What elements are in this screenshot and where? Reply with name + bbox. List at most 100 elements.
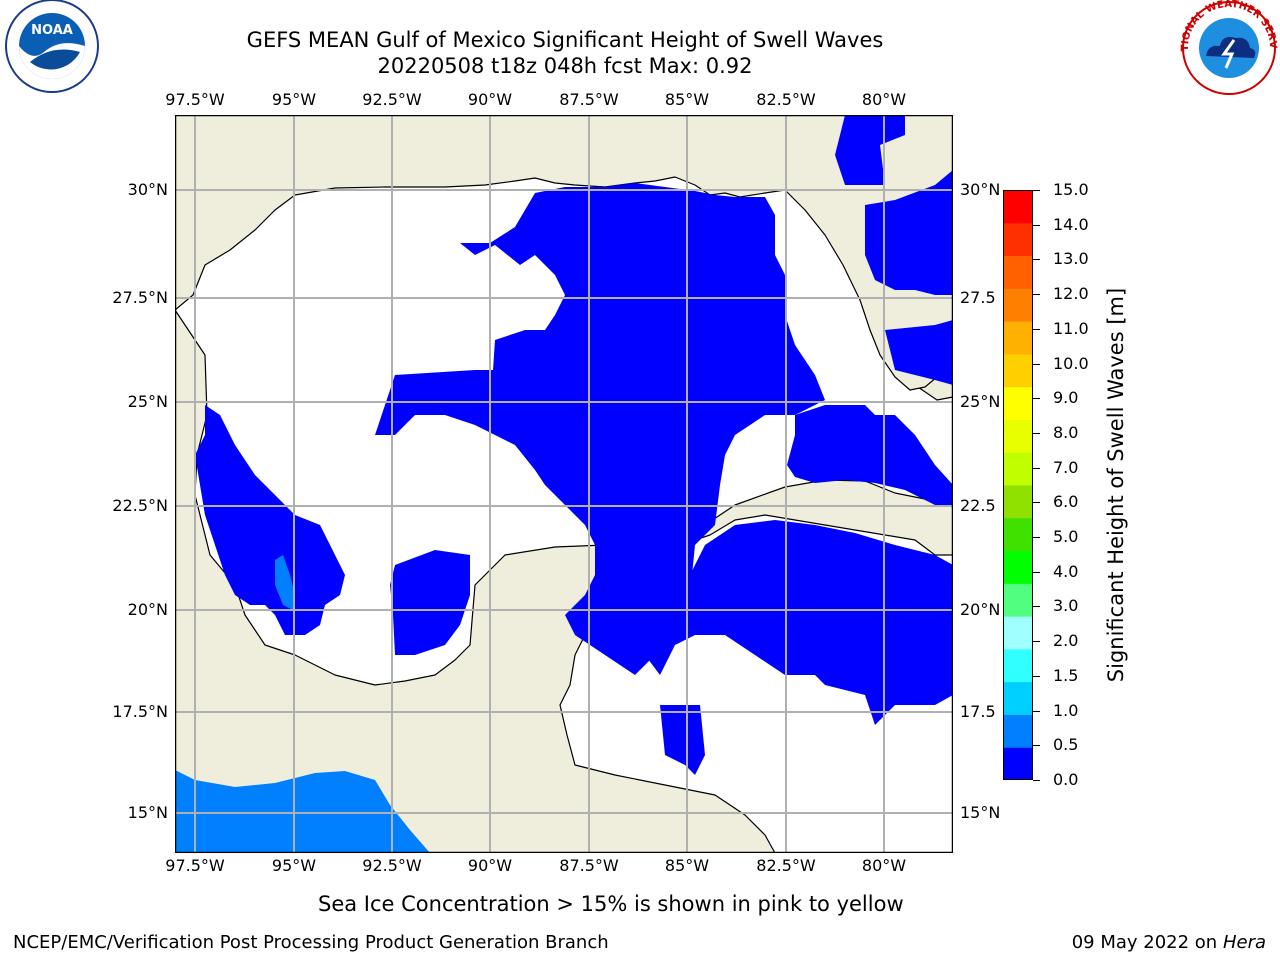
lon-label-top: 95°W	[271, 90, 317, 109]
colorbar-tick-label: 10.0	[1053, 353, 1089, 373]
swell-region-florida-straits	[787, 405, 953, 505]
colorbar-tick-label: 0.5	[1053, 735, 1079, 755]
lat-label-right: 15°N	[960, 803, 1001, 822]
lon-label-bottom: 92.5°W	[362, 856, 422, 875]
colorbar-tick-label: 3.0	[1053, 596, 1079, 616]
colorbar-tick-label: 14.0	[1053, 214, 1089, 234]
map-panel[interactable]	[175, 115, 953, 853]
colorbar-band	[1003, 255, 1033, 289]
land-north-coast	[175, 115, 953, 391]
colorbar-tick-mark	[1033, 224, 1040, 226]
colorbar-tick-label: 8.0	[1053, 422, 1079, 442]
lat-label-left: 17.5°N	[112, 702, 168, 721]
colorbar-tick-mark	[1033, 571, 1040, 573]
colorbar-tick-label: 4.0	[1053, 561, 1079, 581]
lon-label-bottom: 85°W	[664, 856, 710, 875]
lon-label-bottom: 97.5°W	[165, 856, 225, 875]
colorbar-band	[1003, 616, 1033, 650]
colorbar-tick-label: 13.0	[1053, 249, 1089, 269]
colorbar-tick-label: 7.0	[1053, 457, 1079, 477]
lat-label-left: 15°N	[127, 803, 168, 822]
colorbar-tick-label: 11.0	[1053, 318, 1089, 338]
colorbar-tick-mark	[1033, 294, 1040, 296]
lon-label-bottom: 87.5°W	[559, 856, 619, 875]
footer-credit: NCEP/EMC/Verification Post Processing Pr…	[13, 932, 609, 953]
map-border	[175, 115, 953, 853]
lon-label-top: 97.5°W	[165, 90, 225, 109]
swell-region-florida-east	[835, 115, 905, 185]
colorbar-band	[1003, 386, 1033, 420]
colorbar-tick-mark	[1033, 363, 1040, 365]
colorbar-tick-mark	[1033, 641, 1040, 643]
lat-label-right: 27.5	[960, 288, 996, 307]
colorbar-tick-mark	[1033, 432, 1040, 434]
colorbar-tick-mark	[1033, 502, 1040, 504]
swell-region-caribbean	[590, 520, 953, 725]
colorbar-tick-mark	[1033, 780, 1040, 781]
lon-label-top: 82.5°W	[756, 90, 816, 109]
map-gridlines	[175, 115, 953, 853]
colorbar-tick-label: 5.0	[1053, 527, 1079, 547]
lon-label-top: 80°W	[861, 90, 907, 109]
lat-label-right: 22.5	[960, 496, 996, 515]
colorbar-tick-mark	[1033, 606, 1040, 608]
lon-label-top: 92.5°W	[362, 90, 422, 109]
colorbar-band	[1003, 485, 1033, 519]
colorbar	[1003, 190, 1033, 780]
colorbar-band	[1003, 452, 1033, 486]
noaa-logo: NOAA	[5, 0, 99, 93]
colorbar-tick-label: 6.0	[1053, 492, 1079, 512]
colorbar-border	[1003, 190, 1033, 780]
colorbar-tick-mark	[1033, 398, 1040, 400]
colorbar-band	[1003, 517, 1033, 552]
chart-title: GEFS MEAN Gulf of Mexico Significant Hei…	[246, 28, 884, 52]
colorbar-tick-mark	[1033, 259, 1040, 261]
swell-region-yucatan-west	[390, 550, 470, 655]
colorbar-band	[1003, 288, 1033, 322]
nws-logo: NATIONAL WEATHER SERVICE	[1178, 0, 1278, 95]
lon-label-bottom: 95°W	[271, 856, 317, 875]
swell-region-bay-of-campeche	[195, 405, 345, 635]
sea-ice-note: Sea Ice Concentration > 15% is shown in …	[318, 892, 904, 916]
colorbar-tick-label: 0.0	[1053, 770, 1079, 789]
colorbar-tick-mark	[1033, 745, 1040, 747]
lon-label-bottom: 90°W	[467, 856, 513, 875]
chart-subtitle: 20220508 t18z 048h fcst Max: 0.92	[377, 54, 753, 78]
colorbar-band	[1003, 747, 1033, 780]
lat-label-left: 27.5°N	[112, 288, 168, 307]
lon-label-top: 90°W	[467, 90, 513, 109]
colorbar-band	[1003, 190, 1033, 224]
swell-region-small-cyan	[275, 555, 295, 610]
footer-date-text: 09 May 2022 on	[1071, 932, 1218, 953]
lat-label-right: 30°N	[960, 180, 1001, 199]
lat-label-left: 20°N	[127, 600, 168, 619]
colorbar-label: Significant Height of Swell Waves [m]	[1104, 287, 1128, 683]
noaa-logo-text: NOAA	[31, 23, 73, 38]
lat-label-right: 17.5	[960, 702, 996, 721]
lat-label-left: 25°N	[127, 392, 168, 411]
swell-region-pacific	[175, 770, 430, 853]
colorbar-band	[1003, 714, 1033, 748]
swell-layer	[195, 115, 953, 775]
land-mexico-east	[175, 309, 776, 853]
colorbar-tick-label: 1.0	[1053, 700, 1079, 720]
colorbar-tick-label: 2.0	[1053, 631, 1079, 651]
colorbar-band	[1003, 583, 1033, 617]
colorbar-band	[1003, 550, 1033, 584]
swell-region-eastern-gulf	[375, 183, 825, 675]
colorbar-tick-label: 12.0	[1053, 284, 1089, 304]
colorbar-band	[1003, 681, 1033, 715]
footer-date: 09 May 2022 on Hera	[1072, 933, 1266, 953]
lat-label-left: 22.5°N	[112, 496, 168, 515]
lat-label-right: 20°N	[960, 600, 1001, 619]
lon-label-top: 85°W	[664, 90, 710, 109]
lon-label-top: 87.5°W	[559, 90, 619, 109]
lon-label-bottom: 82.5°W	[756, 856, 816, 875]
colorbar-band	[1003, 648, 1033, 683]
colorbar-tick-mark	[1033, 190, 1040, 191]
colorbar-tick-mark	[1033, 675, 1040, 677]
colorbar-tick-mark	[1033, 328, 1040, 330]
footer-host: Hera	[1222, 932, 1266, 953]
colorbar-tick-mark	[1033, 537, 1040, 539]
colorbar-band	[1003, 353, 1033, 388]
